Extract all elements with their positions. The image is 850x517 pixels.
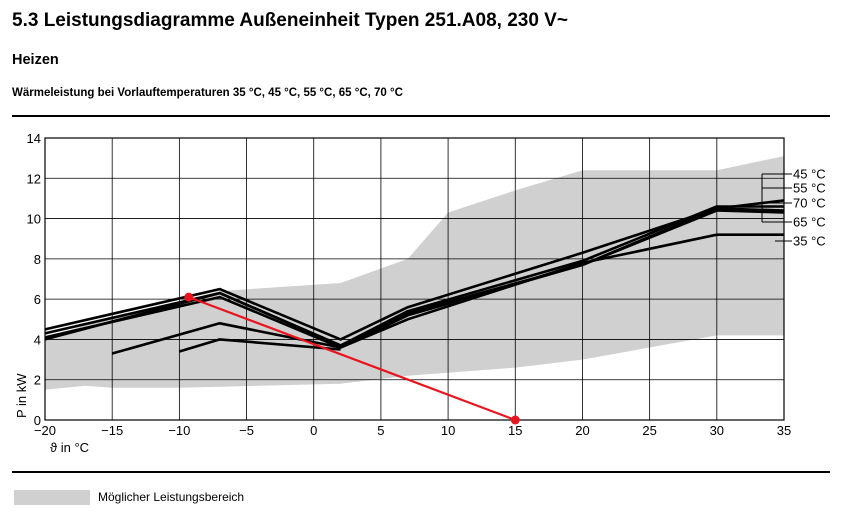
x-tick-label: 20: [575, 423, 589, 438]
page-title: 5.3 Leistungsdiagramme Außeneinheit Type…: [12, 10, 568, 31]
y-tick-label: 14: [27, 131, 41, 146]
legend-swatch: [14, 490, 90, 505]
y-tick-label: 10: [27, 212, 41, 227]
y-tick-label: 6: [34, 292, 41, 307]
top-divider: [12, 115, 830, 117]
performance-range-area: [45, 156, 784, 390]
x-tick-label: −10: [168, 423, 190, 438]
x-tick-label: 10: [441, 423, 455, 438]
y-tick-label: 12: [27, 171, 41, 186]
x-tick-label: 25: [642, 423, 656, 438]
series-label: 45 °C: [793, 167, 826, 182]
plot-frame: [44, 137, 785, 421]
y-axis-label: P in kW: [14, 373, 29, 418]
series-line: [44, 209, 785, 349]
series-label: 35 °C: [793, 234, 826, 249]
series-line: [179, 338, 341, 353]
x-tick-label: −20: [34, 423, 56, 438]
series-line: [44, 207, 785, 347]
y-tick-label: 2: [34, 373, 41, 388]
section-subtitle: Heizen: [12, 52, 59, 68]
series-label: 65 °C: [793, 215, 826, 230]
series-line: [111, 233, 784, 355]
x-tick-label: −15: [101, 423, 123, 438]
annotation-marker: [184, 292, 194, 302]
x-tick-label: 35: [777, 423, 791, 438]
bottom-divider: [12, 471, 830, 473]
x-tick-label: −5: [239, 423, 254, 438]
x-axis-label: ϑ in °C: [50, 440, 89, 455]
x-tick-label: 5: [377, 423, 384, 438]
annotation-marker: [510, 415, 520, 425]
x-tick-label: 30: [710, 423, 724, 438]
annotation-line: [188, 296, 516, 422]
chart-caption: Wärmeleistung bei Vorlauftemperaturen 35…: [12, 87, 403, 99]
x-tick-label: 15: [508, 423, 522, 438]
series-label: 55 °C: [793, 181, 826, 196]
series-label: 70 °C: [793, 196, 826, 211]
legend-label: Möglicher Leistungsbereich: [98, 490, 245, 504]
x-tick-label: 0: [310, 423, 317, 438]
y-tick-label: 4: [34, 332, 41, 347]
y-tick-label: 0: [34, 413, 41, 428]
y-tick-label: 8: [34, 252, 41, 267]
